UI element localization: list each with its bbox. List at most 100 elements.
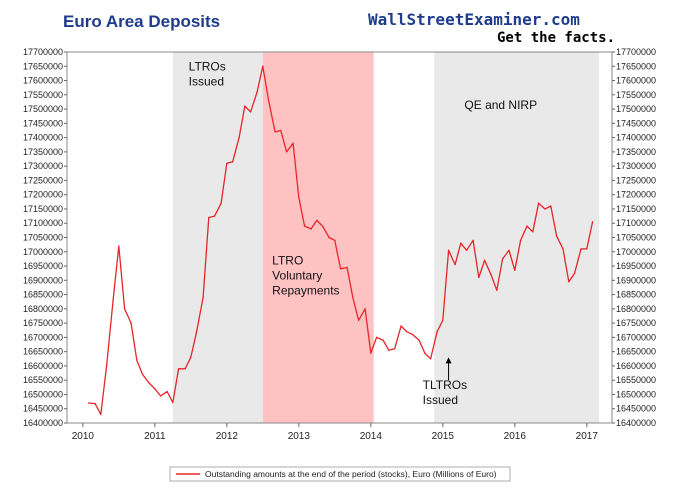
data-point [370, 352, 372, 354]
data-point [496, 289, 498, 291]
y-tick-label: 16400000 [23, 418, 63, 428]
data-point [483, 259, 486, 262]
annotation-line: Voluntary [272, 269, 322, 283]
data-point [262, 65, 264, 67]
data-point [244, 105, 246, 107]
y-tick-label: 16600000 [23, 361, 63, 371]
y-tick-label-right: 16950000 [616, 261, 656, 271]
data-point [508, 249, 510, 252]
data-point [436, 330, 438, 333]
annotation-line: LTROs [189, 60, 226, 74]
data-point [478, 276, 480, 279]
data-point [357, 319, 360, 321]
data-point [154, 388, 156, 390]
data-point [418, 339, 420, 341]
data-point [591, 221, 594, 223]
data-point [298, 196, 300, 199]
data-point [316, 219, 318, 222]
data-point [334, 239, 336, 242]
y-tick-label: 17100000 [23, 218, 63, 228]
y-axis-right: 16400000 16450000 16500000 16550000 16600000… [612, 47, 656, 428]
x-tick-label: 2012 [216, 431, 239, 442]
data-point [118, 245, 120, 247]
data-point [544, 208, 546, 210]
data-point [292, 142, 294, 145]
x-tick-label: 2015 [432, 431, 455, 442]
y-tick-label: 16450000 [23, 404, 63, 414]
data-point [94, 402, 96, 405]
x-axis: 2010 2011 2012 2013 2014 2015 2016 2017 [72, 423, 599, 442]
data-point [537, 202, 540, 204]
shaded-region-1 [172, 52, 263, 423]
y-tick-label: 16700000 [23, 332, 63, 342]
data-point [148, 382, 150, 384]
data-point [190, 356, 192, 359]
data-point [130, 322, 132, 324]
y-tick-label-right: 16550000 [616, 375, 656, 385]
data-point [184, 368, 186, 370]
annotation-line: TLTROs [423, 378, 467, 392]
data-point [472, 239, 474, 242]
annotation-line: Issued [189, 75, 224, 89]
data-point [501, 258, 504, 260]
data-point [208, 216, 210, 219]
data-point [447, 249, 450, 252]
data-point [112, 299, 114, 301]
x-tick-label: 2013 [288, 431, 311, 442]
y-tick-label-right: 17100000 [616, 218, 656, 228]
y-tick-label: 17300000 [23, 161, 63, 171]
data-point [411, 333, 414, 336]
legend-label: Outstanding amounts at the end of the pe… [205, 469, 497, 479]
annotation-3: QE and NIRP [464, 98, 537, 112]
y-tick-label: 17250000 [23, 175, 63, 185]
annotation-1: LTROs Issued [189, 60, 226, 89]
x-tick-label: 2014 [360, 431, 383, 442]
data-point [280, 129, 282, 132]
y-tick-label: 17600000 [23, 76, 63, 86]
y-tick-label: 17500000 [23, 104, 63, 114]
data-point [550, 205, 552, 207]
y-tick-label: 16550000 [23, 375, 63, 385]
data-point [424, 352, 426, 354]
annotation-4: TLTROs Issued [423, 378, 467, 407]
legend: Outstanding amounts at the end of the pe… [169, 466, 511, 482]
data-point [123, 308, 126, 310]
data-point [526, 225, 528, 227]
brand-name: WallStreetExaminer.com [368, 10, 580, 29]
data-point [442, 319, 444, 321]
y-tick-label-right: 16450000 [616, 404, 656, 414]
y-tick-label-right: 17300000 [616, 161, 656, 171]
data-point [105, 365, 108, 367]
y-tick-label: 17550000 [23, 90, 63, 100]
data-point [177, 368, 180, 370]
shaded-regions [172, 52, 600, 423]
y-tick-label-right: 16650000 [616, 347, 656, 357]
data-point [375, 336, 378, 339]
annotation-line: QE and NIRP [464, 98, 537, 112]
y-tick-label-right: 16800000 [616, 304, 656, 314]
data-point [256, 91, 258, 93]
data-point [388, 349, 390, 351]
y-tick-label-right: 17650000 [616, 61, 656, 71]
data-point [400, 325, 402, 327]
data-point [352, 296, 354, 299]
data-point [460, 242, 462, 244]
data-point [328, 236, 330, 239]
data-point [141, 373, 144, 376]
y-tick-label-right: 17000000 [616, 247, 656, 257]
x-tick-label: 2010 [72, 431, 95, 442]
data-point [231, 161, 234, 163]
data-point [490, 273, 492, 276]
data-point [136, 359, 138, 361]
data-point [514, 269, 516, 272]
y-tick-label: 16850000 [23, 290, 63, 300]
x-tick-label: 2017 [576, 431, 599, 442]
y-tick-label: 16900000 [23, 275, 63, 285]
y-tick-label-right: 16700000 [616, 332, 656, 342]
y-tick-label-right: 17700000 [616, 47, 656, 57]
data-point [220, 202, 222, 204]
y-tick-label-right: 16900000 [616, 275, 656, 285]
y-tick-label-right: 17250000 [616, 175, 656, 185]
data-point [159, 395, 162, 397]
